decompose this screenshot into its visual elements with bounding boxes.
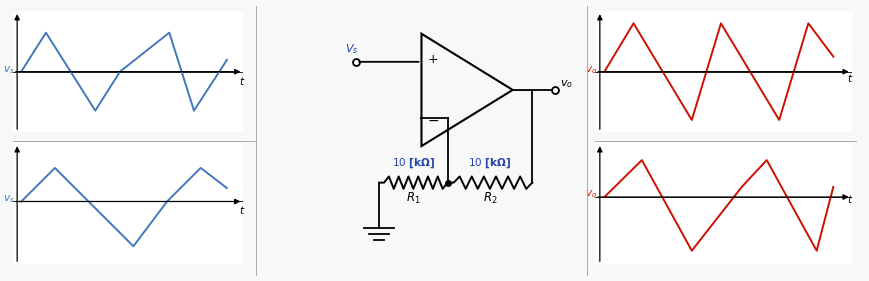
Text: $t$: $t$	[847, 72, 853, 84]
Text: $t$: $t$	[847, 193, 853, 205]
Text: $t$: $t$	[239, 203, 246, 216]
Text: $v_s$: $v_s$	[3, 64, 15, 76]
Text: $R_1$: $R_1$	[406, 191, 421, 207]
Text: $V_s$: $V_s$	[345, 42, 358, 56]
Text: $v_o$: $v_o$	[560, 78, 573, 90]
Text: −: −	[427, 114, 439, 128]
Text: $v_o$: $v_o$	[586, 189, 598, 200]
Text: $t$: $t$	[239, 75, 246, 87]
Text: $v_s$: $v_s$	[3, 193, 15, 205]
Text: $R_2$: $R_2$	[482, 191, 497, 207]
Text: $10\ \mathbf{[k\Omega]}$: $10\ \mathbf{[k\Omega]}$	[468, 157, 511, 170]
Text: +: +	[428, 53, 438, 65]
Text: $v_o$: $v_o$	[586, 65, 598, 76]
Text: $10\ \mathbf{[k\Omega]}$: $10\ \mathbf{[k\Omega]}$	[392, 157, 434, 170]
